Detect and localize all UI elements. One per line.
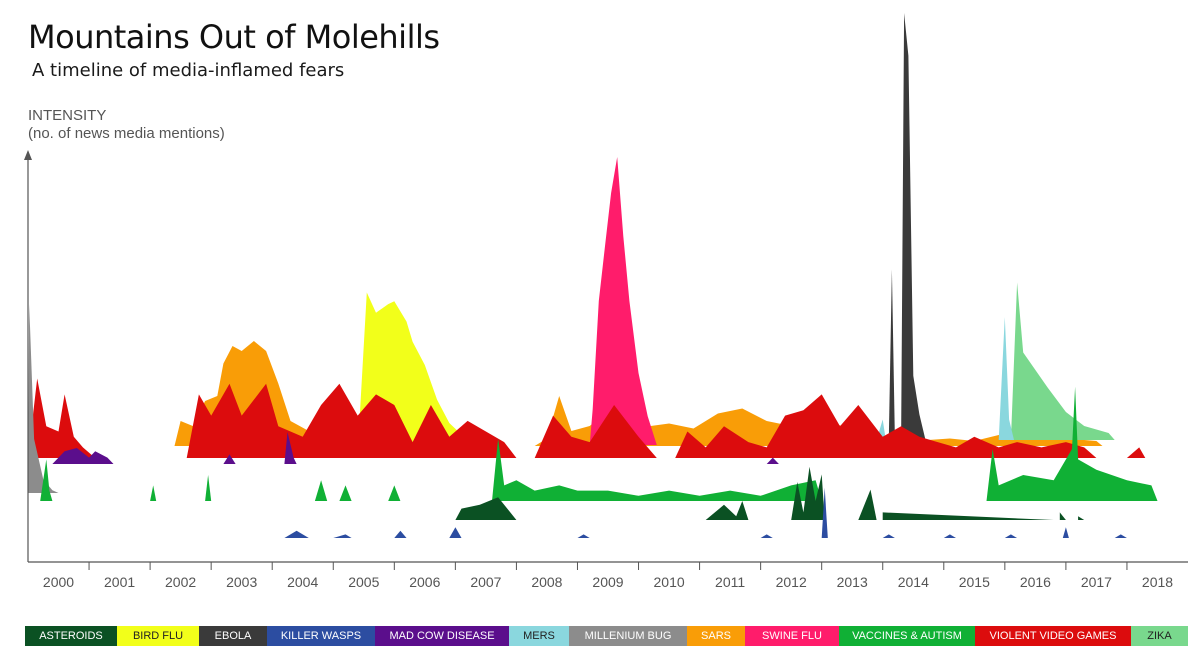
series-vaccines-autism-area-3 [205,475,212,501]
x-tick-label-2010: 2010 [654,574,685,590]
series-violent-video-games-area-4 [675,394,1097,458]
chart-subtitle: A timeline of media-inflamed fears [32,60,345,81]
series-mad-cow-disease-area-4 [766,457,779,464]
x-tick-label-2005: 2005 [348,574,379,590]
series-millenium-bug-area-1 [28,304,59,493]
series-killer-wasps-area-1 [284,530,309,538]
x-tick-label-2018: 2018 [1142,574,1173,590]
x-tick-label-2008: 2008 [531,574,562,590]
x-tick-label-2001: 2001 [104,574,135,590]
series-mad-cow-disease-area-1 [52,448,114,464]
series-zika-area-1 [1010,282,1115,440]
series-asteroids-area-4 [858,489,877,520]
series-killer-wasps-area-3 [394,530,407,538]
legend-item-ebola: EBOLA [199,626,267,646]
series-vaccines-autism-area-7 [492,438,822,501]
timeline-chart: 2000 2001 2002 2003 2004 2005 2006 2007 2008 2009… [24,13,1188,590]
x-tick-label-2016: 2016 [1020,574,1051,590]
series-vaccines-autism-area-6 [388,485,401,501]
series-asteroids-area-5 [882,512,1054,520]
legend-item-swine-flu: SWINE FLU [745,626,839,646]
series-killer-wasps-area-10 [1004,534,1018,538]
chart-title: Mountains Out of Molehills [28,18,440,56]
x-tick-label-2003: 2003 [226,574,257,590]
x-tick-label-2015: 2015 [959,574,990,590]
x-tick-label-2014: 2014 [898,574,929,590]
x-tick-label-2017: 2017 [1081,574,1112,590]
series-violent-video-games-area-3 [534,405,657,458]
legend-item-killer-wasps: KILLER WASPS [267,626,375,646]
y-axis-sublabel: (no. of news media mentions) [28,125,225,142]
legend-item-millenium-bug: MILLENIUM BUG [569,626,687,646]
series-killer-wasps-area-8 [882,534,895,538]
series-ebola-area-2 [901,13,926,440]
x-tick-label-2011: 2011 [715,574,745,590]
legend-item-asteroids: ASTEROIDS [25,626,117,646]
legend-item-bird-flu: BIRD FLU [117,626,199,646]
legend-item-sars: SARS [687,626,745,646]
series-vaccines-autism-area-2 [150,485,157,501]
series-asteroids-area-3 [791,466,825,520]
series-vaccines-autism-area-5 [339,485,352,501]
legend-item-mers: MERS [509,626,569,646]
series-violent-video-games-area-5 [1126,447,1146,458]
series-killer-wasps-area-11 [1062,527,1069,538]
series-vaccines-autism-area-1 [40,459,53,501]
x-tick-label-2006: 2006 [409,574,440,590]
legend-item-vaccines-autism: VACCINES & AUTISM [839,626,975,646]
series-swine-flu-area-1 [589,157,657,445]
series-violent-video-games-area-2 [186,383,517,458]
legend-item-mad-cow-disease: MAD COW DISEASE [375,626,509,646]
series-ebola-area-1 [888,269,895,440]
legend-item-zika: ZIKA [1131,626,1188,646]
series-asteroids-area-6 [1059,512,1066,520]
series-asteroids-area-7 [1078,516,1085,520]
series-mers-area-2 [998,317,1014,440]
series-vaccines-autism-area-8 [986,386,1158,501]
y-axis-label: INTENSITY [28,107,107,124]
series-vaccines-autism-area-4 [314,480,328,501]
series-killer-wasps-area-9 [943,534,956,538]
series-killer-wasps-area-2 [333,534,352,538]
legend-item-violent-video-games: VIOLENT VIDEO GAMES [975,626,1131,646]
series-violent-video-games-area-1 [28,378,96,458]
legend: ASTEROIDS BIRD FLU EBOLA KILLER WASPS MAD CO… [25,626,1188,646]
x-tick-label-2007: 2007 [470,574,501,590]
x-tick-label-2013: 2013 [837,574,868,590]
series-asteroids-area-1 [455,497,517,520]
series-killer-wasps-area-5 [577,534,590,538]
series-asteroids-area-2 [705,501,749,520]
series-killer-wasps-area-7 [821,487,828,538]
x-tick-label-2000: 2000 [43,574,74,590]
y-axis-arrow [24,150,32,160]
x-tick-label-2009: 2009 [592,574,623,590]
series-mad-cow-disease-area-3 [284,432,297,464]
x-tick-label-2012: 2012 [776,574,807,590]
x-tick-label-2004: 2004 [287,574,318,590]
series-killer-wasps-area-4 [449,527,462,538]
x-tick-label-2002: 2002 [165,574,196,590]
series-killer-wasps-area-6 [760,534,773,538]
series-mad-cow-disease-area-2 [223,454,236,464]
series-killer-wasps-area-12 [1114,534,1127,538]
